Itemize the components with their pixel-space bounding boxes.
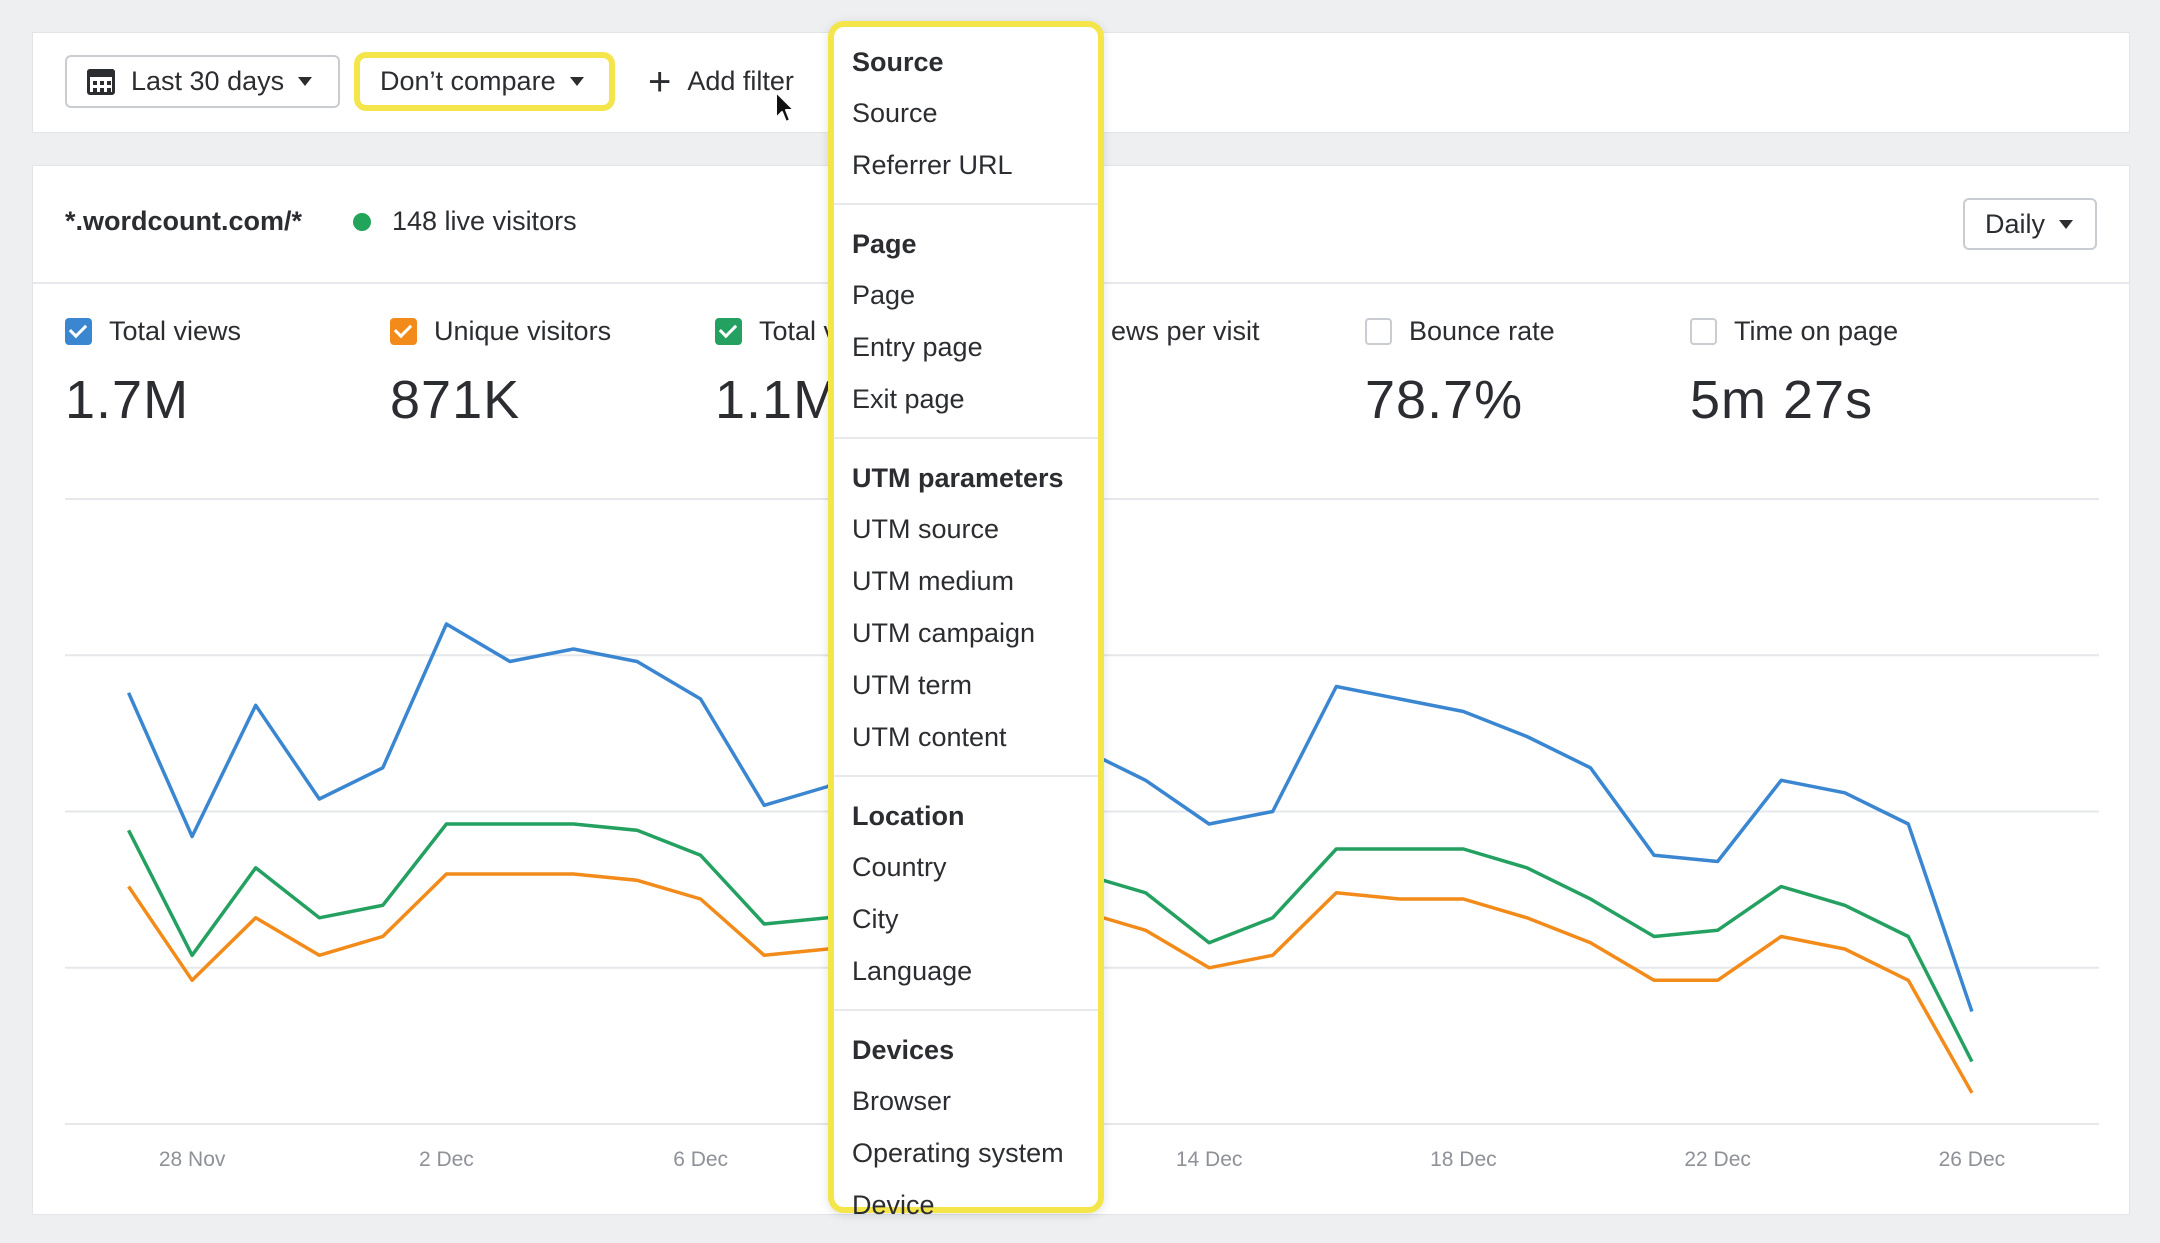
metric-toggle[interactable]: Bounce rate	[1365, 316, 1685, 347]
metric-0: Total views 1.7M	[65, 316, 385, 431]
menu-item[interactable]: Page	[852, 280, 916, 310]
metric-checkbox[interactable]	[715, 318, 742, 345]
metric-toggle[interactable]: ews per visit	[1111, 316, 1360, 347]
metric-label: ews per visit	[1111, 316, 1260, 346]
menu-item[interactable]: Operating system	[852, 1138, 1064, 1168]
x-tick-label: 6 Dec	[673, 1148, 728, 1171]
live-indicator-dot	[353, 213, 371, 231]
menu-group-header: Devices	[852, 1035, 955, 1065]
menu-item[interactable]: Country	[852, 852, 947, 882]
metric-value: 78.7%	[1365, 370, 1524, 430]
add-filter-label: Add filter	[687, 66, 794, 96]
menu-group-header: Source	[852, 47, 944, 77]
metric-toggle[interactable]: Unique visitors	[390, 316, 710, 347]
calendar-icon	[87, 68, 115, 95]
x-tick-label: 22 Dec	[1684, 1148, 1751, 1171]
interval-select[interactable]: Daily	[1963, 198, 2097, 250]
caret-down-icon	[298, 77, 313, 86]
metric-label: Unique visitors	[434, 316, 612, 346]
metric-checkbox[interactable]	[1690, 318, 1717, 345]
metric-toggle[interactable]: Total v	[715, 316, 1035, 347]
menu-group-header: UTM parameters	[852, 463, 1064, 493]
metric-1: Unique visitors 871K	[390, 316, 710, 431]
site-name: *.wordcount.com/*	[65, 206, 303, 236]
menu-group: Location Country City Language	[834, 777, 1098, 1011]
metric-checkbox[interactable]	[1365, 318, 1392, 345]
metric-value: 871K	[390, 370, 521, 430]
compare-button[interactable]: Don’t compare	[354, 52, 615, 111]
x-tick-label: 26 Dec	[1939, 1148, 2006, 1171]
menu-item[interactable]: Referrer URL	[852, 150, 1013, 180]
menu-item[interactable]: UTM term	[852, 670, 972, 700]
metric-value: 1.7M	[65, 370, 190, 430]
menu-group: Source Source Referrer URL	[834, 27, 1098, 205]
menu-item[interactable]: Device	[852, 1190, 935, 1220]
menu-group-header: Page	[852, 229, 917, 259]
menu-item[interactable]: UTM source	[852, 514, 1000, 544]
metric-3: ews per visit	[1040, 316, 1360, 369]
menu-item[interactable]: UTM content	[852, 722, 1007, 752]
metric-checkbox[interactable]	[65, 318, 92, 345]
compare-label: Don’t compare	[380, 66, 556, 96]
live-visitors-count: 148 live visitors	[392, 206, 577, 236]
metric-label: Time on page	[1734, 316, 1899, 346]
filter-dropdown-menu: Source Source Referrer URL Page Page Entry pa…	[828, 21, 1104, 1220]
menu-item[interactable]: UTM medium	[852, 566, 1015, 596]
menu-group: Devices Browser Operating system Device	[834, 1011, 1098, 1243]
mouse-pointer-icon	[775, 91, 795, 123]
menu-item[interactable]: Language	[852, 956, 973, 986]
menu-item[interactable]: UTM campaign	[852, 618, 1036, 648]
metric-2: Total v 1.1M	[715, 316, 1035, 431]
x-tick-label: 28 Nov	[159, 1148, 226, 1171]
x-tick-label: 14 Dec	[1176, 1148, 1243, 1171]
add-filter-button[interactable]: + Add filter	[648, 55, 794, 108]
metric-label: Total v	[759, 316, 838, 346]
menu-item[interactable]: Entry page	[852, 332, 983, 362]
date-range-button[interactable]: Last 30 days	[65, 55, 340, 108]
metric-label: Total views	[109, 316, 242, 346]
plus-icon: +	[648, 59, 672, 104]
menu-item[interactable]: Exit page	[852, 384, 965, 414]
menu-group: UTM parameters UTM source UTM medium UTM ca…	[834, 439, 1098, 777]
x-tick-label: 18 Dec	[1430, 1148, 1497, 1171]
metric-value: 5m 27s	[1690, 370, 1874, 430]
metric-checkbox[interactable]	[390, 318, 417, 345]
interval-label: Daily	[1985, 208, 2046, 239]
metric-value: 1.1M	[715, 370, 840, 430]
menu-item[interactable]: City	[852, 904, 899, 934]
date-range-label: Last 30 days	[131, 66, 285, 96]
menu-item[interactable]: Browser	[852, 1086, 952, 1116]
metric-toggle[interactable]: Time on page	[1690, 316, 2010, 347]
caret-down-icon	[569, 77, 584, 86]
x-tick-label: 2 Dec	[419, 1148, 474, 1171]
menu-group: Page Page Entry page Exit page	[834, 205, 1098, 439]
metric-4: Bounce rate 78.7%	[1365, 316, 1685, 431]
menu-item[interactable]: Source	[852, 98, 938, 128]
menu-group-header: Location	[852, 801, 965, 831]
metric-5: Time on page 5m 27s	[1690, 316, 2010, 431]
metric-label: Bounce rate	[1409, 316, 1555, 346]
caret-down-icon	[2059, 219, 2074, 229]
metric-toggle[interactable]: Total views	[65, 316, 385, 347]
